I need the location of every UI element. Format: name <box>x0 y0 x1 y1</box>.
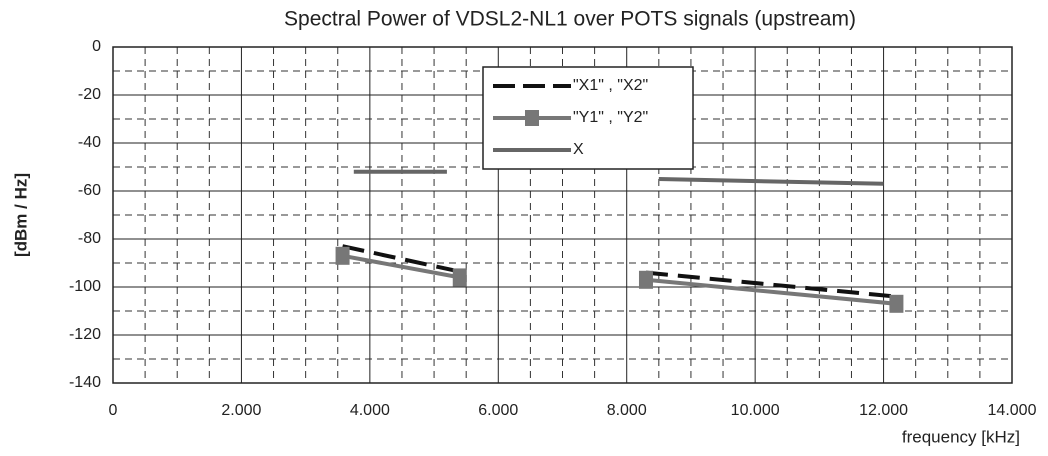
y-tick-label: -60 <box>78 182 101 199</box>
series-marker <box>452 268 467 287</box>
x-tick-label: 8.000 <box>607 402 647 419</box>
chart-title: Spectral Power of VDSL2-NL1 over POTS si… <box>284 8 856 31</box>
series-line <box>342 253 897 306</box>
x-tick-label: 12.000 <box>859 402 908 419</box>
x-axis-label: frequency [kHz] <box>902 427 1020 446</box>
series-marker <box>889 294 904 313</box>
legend-marker <box>525 110 539 126</box>
plot-frame <box>112 46 1013 384</box>
y-tick-label: 0 <box>92 38 101 55</box>
y-tick-label: -120 <box>69 326 101 343</box>
x-tick-label: 4.000 <box>350 402 390 419</box>
y-tick-label: -100 <box>69 278 101 295</box>
y-tick-label: -80 <box>78 230 101 247</box>
x-tick-label: 2.000 <box>221 402 261 419</box>
y-tick-label: -20 <box>78 86 101 103</box>
y-axis-label: [dBm / Hz] <box>11 173 30 257</box>
y-tick-label: -40 <box>78 134 101 151</box>
legend-label: "Y1" , "Y2" <box>573 109 648 126</box>
legend-label: X <box>573 141 584 158</box>
x-tick-label: 14.000 <box>988 402 1037 419</box>
y-tick-label: -140 <box>69 374 101 391</box>
series-marker <box>638 270 653 289</box>
legend-label: "X1" , "X2" <box>573 77 648 94</box>
x-tick-label: 0 <box>109 402 118 419</box>
x-tick-label: 10.000 <box>731 402 780 419</box>
series-line <box>342 244 897 299</box>
series-marker <box>335 246 350 265</box>
series-line <box>353 169 884 186</box>
x-tick-label: 6.000 <box>478 402 518 419</box>
